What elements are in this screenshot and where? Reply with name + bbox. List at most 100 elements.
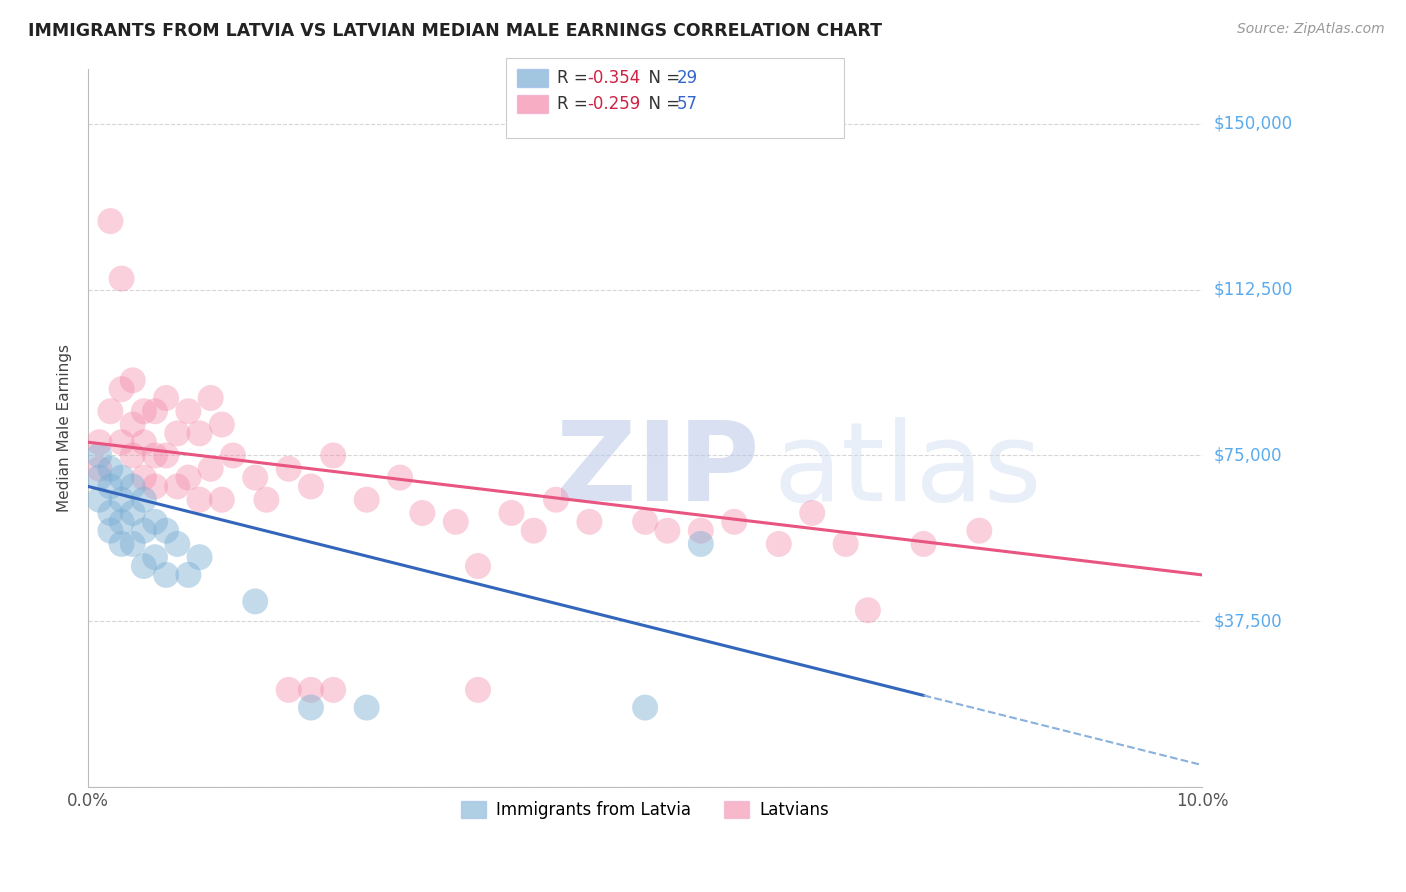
Point [188, 492, 211, 507]
Point [467, 682, 489, 697]
Point [299, 700, 322, 714]
Point [132, 524, 155, 538]
Point [912, 537, 935, 551]
Point [166, 537, 188, 551]
Point [143, 550, 166, 565]
Point [177, 567, 200, 582]
Point [100, 479, 122, 493]
Point [100, 524, 122, 538]
Point [177, 470, 200, 484]
Point [501, 506, 523, 520]
Point [89, 449, 111, 463]
Point [689, 537, 711, 551]
Point [155, 524, 177, 538]
Point [356, 700, 378, 714]
Point [110, 515, 132, 529]
Point [801, 506, 824, 520]
Point [143, 404, 166, 418]
Text: 29: 29 [676, 69, 697, 87]
Point [121, 479, 143, 493]
Point [299, 682, 322, 697]
Point [211, 492, 233, 507]
Point [110, 537, 132, 551]
Text: $75,000: $75,000 [1213, 447, 1282, 465]
Point [143, 515, 166, 529]
Point [467, 559, 489, 574]
Point [188, 426, 211, 441]
Point [132, 435, 155, 450]
Point [389, 470, 412, 484]
Point [211, 417, 233, 432]
Point [110, 492, 132, 507]
Text: N =: N = [638, 69, 686, 87]
Point [578, 515, 600, 529]
Point [254, 492, 277, 507]
Point [89, 470, 111, 484]
Point [100, 506, 122, 520]
Text: -0.354: -0.354 [588, 69, 641, 87]
Point [121, 506, 143, 520]
Point [121, 417, 143, 432]
Point [969, 524, 991, 538]
Text: N =: N = [638, 95, 686, 113]
Point [155, 391, 177, 405]
Point [634, 515, 657, 529]
Point [356, 492, 378, 507]
Point [100, 214, 122, 228]
Text: R =: R = [557, 69, 593, 87]
Point [110, 435, 132, 450]
Point [523, 524, 546, 538]
Text: Source: ZipAtlas.com: Source: ZipAtlas.com [1237, 22, 1385, 37]
Point [143, 449, 166, 463]
Point [177, 404, 200, 418]
Text: $112,500: $112,500 [1213, 281, 1292, 299]
Text: R =: R = [557, 95, 593, 113]
Point [723, 515, 745, 529]
Point [132, 492, 155, 507]
Point [89, 492, 111, 507]
Point [143, 479, 166, 493]
Point [110, 470, 132, 484]
Point [166, 426, 188, 441]
Point [544, 492, 567, 507]
Point [100, 462, 122, 476]
Text: atlas: atlas [773, 417, 1042, 524]
Point [856, 603, 879, 617]
Point [110, 271, 132, 285]
Text: $37,500: $37,500 [1213, 612, 1282, 631]
Legend: Immigrants from Latvia, Latvians: Immigrants from Latvia, Latvians [454, 794, 835, 826]
Point [245, 594, 267, 608]
Point [155, 567, 177, 582]
Point [132, 470, 155, 484]
Point [110, 382, 132, 396]
Point [299, 479, 322, 493]
Point [834, 537, 856, 551]
Point [200, 391, 222, 405]
Point [121, 373, 143, 387]
Point [132, 559, 155, 574]
Point [768, 537, 790, 551]
Point [166, 479, 188, 493]
Point [657, 524, 679, 538]
Y-axis label: Median Male Earnings: Median Male Earnings [58, 343, 72, 512]
Point [188, 550, 211, 565]
Point [444, 515, 467, 529]
Point [277, 462, 299, 476]
Point [222, 449, 245, 463]
Point [689, 524, 711, 538]
Point [89, 435, 111, 450]
Point [322, 682, 344, 697]
Point [634, 700, 657, 714]
Point [277, 682, 299, 697]
Point [411, 506, 433, 520]
Point [132, 404, 155, 418]
Point [322, 449, 344, 463]
Text: IMMIGRANTS FROM LATVIA VS LATVIAN MEDIAN MALE EARNINGS CORRELATION CHART: IMMIGRANTS FROM LATVIA VS LATVIAN MEDIAN… [28, 22, 882, 40]
Point [89, 462, 111, 476]
Text: -0.259: -0.259 [588, 95, 641, 113]
Point [121, 537, 143, 551]
Text: $150,000: $150,000 [1213, 115, 1292, 133]
Text: ZIP: ZIP [555, 417, 759, 524]
Point [155, 449, 177, 463]
Point [245, 470, 267, 484]
